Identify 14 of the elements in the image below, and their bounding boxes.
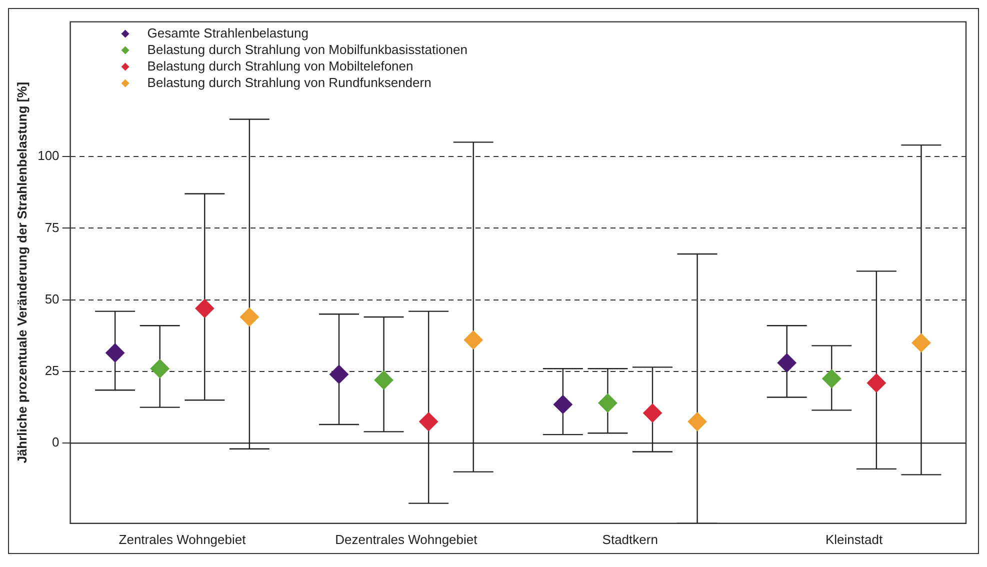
- x-tick-label: Stadtkern: [602, 532, 658, 547]
- legend-label: Gesamte Strahlenbelastung: [147, 25, 308, 40]
- y-tick-label: 0: [52, 434, 60, 450]
- legend-label: Belastung durch Strahlung von Mobilfunkbasisstationen: [147, 42, 468, 57]
- y-tick-label: 75: [44, 220, 60, 235]
- x-tick-label: Zentrales Wohngebiet: [118, 532, 246, 547]
- legend-label: Belastung durch Strahlung von Mobiltelefonen: [147, 58, 414, 74]
- y-axis-title: Jährliche prozentuale Veränderung der Strahlenbelastung [%]: [14, 82, 30, 464]
- y-tick-label: 100: [38, 148, 60, 164]
- legend-label: Belastung durch Strahlung von Rundfunksendern: [147, 74, 432, 90]
- x-tick-label: Dezentrales Wohngebiet: [335, 532, 478, 547]
- x-tick-label: Kleinstadt: [825, 532, 883, 547]
- y-tick-label: 50: [44, 291, 60, 306]
- y-tick-label: 25: [44, 363, 60, 378]
